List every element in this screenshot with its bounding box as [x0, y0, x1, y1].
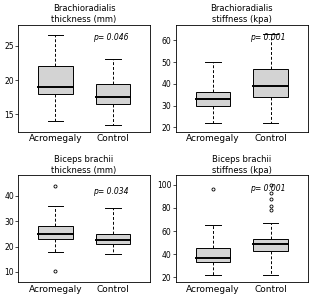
Title: Biceps brachii
thickness (mm): Biceps brachii thickness (mm) — [51, 155, 117, 175]
Bar — [38, 226, 73, 239]
Text: p= 0.001: p= 0.001 — [251, 184, 286, 193]
Bar — [95, 83, 130, 104]
Bar — [196, 92, 230, 105]
Text: p= 0.034: p= 0.034 — [93, 187, 128, 196]
Bar — [95, 234, 130, 244]
Text: p= 0.046: p= 0.046 — [93, 33, 128, 42]
Bar — [253, 239, 288, 251]
Bar — [253, 69, 288, 97]
Bar — [38, 66, 73, 94]
Bar — [196, 249, 230, 262]
Text: p= 0.001: p= 0.001 — [251, 33, 286, 42]
Title: Brachioradialis
thickness (mm): Brachioradialis thickness (mm) — [51, 4, 117, 24]
Title: Biceps brachii
stiffness (kpa): Biceps brachii stiffness (kpa) — [212, 155, 272, 175]
Title: Brachioradialis
stiffness (kpa): Brachioradialis stiffness (kpa) — [211, 4, 273, 24]
